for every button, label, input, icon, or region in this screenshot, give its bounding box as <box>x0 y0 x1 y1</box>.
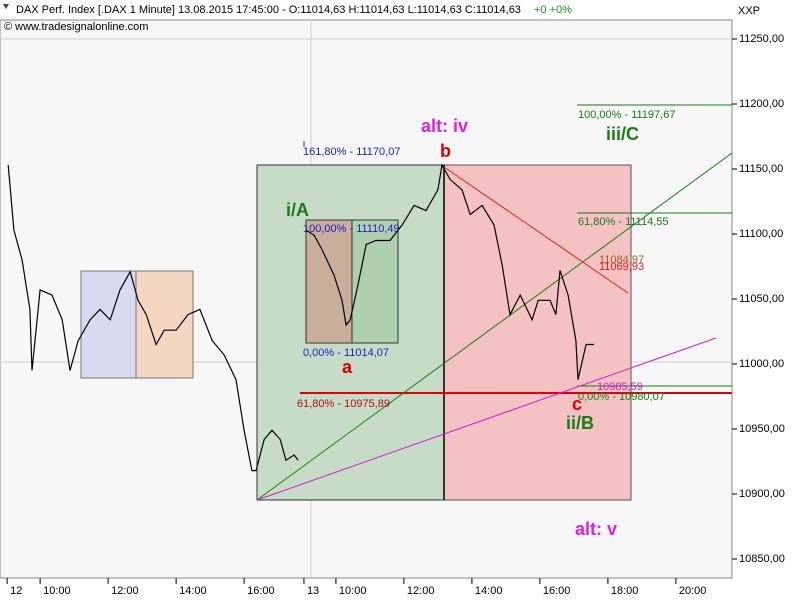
x-tick-label: 18:00 <box>611 585 639 597</box>
fib-label: 100,00% - 11110,49 <box>303 223 400 235</box>
range-box <box>135 270 194 379</box>
x-tick-label: 10:00 <box>43 585 71 597</box>
menu-icon[interactable] <box>3 4 9 9</box>
x-tick-label: 16:00 <box>247 585 275 597</box>
y-tick-label: 10900,00 <box>739 488 785 500</box>
wave-label: ii/B <box>566 413 594 433</box>
chart-subtitle: © www.tradesignalonline.com <box>4 21 148 33</box>
y-tick-label: 10850,00 <box>739 553 785 565</box>
trend-line <box>443 166 629 294</box>
trend-line <box>256 152 733 501</box>
fib-label: 61,80% - 10975,89 <box>297 398 390 410</box>
wave-label: alt: v <box>575 519 617 539</box>
y-tick-label: 11000,00 <box>739 358 784 370</box>
axis-label: XXP <box>738 5 760 17</box>
wave-label: i/A <box>286 200 309 220</box>
y-tick-label: 10950,00 <box>739 423 785 435</box>
y-tick-label: 11050,00 <box>739 293 784 305</box>
chart-title: DAX Perf. Index [.DAX 1 Minute] 13.08.20… <box>16 4 521 16</box>
fib-label: 10985,59 <box>597 381 643 393</box>
fib-label: 100,00% - 11197,67 <box>578 109 675 121</box>
y-tick-label: 11150,00 <box>739 163 783 175</box>
x-tick-label: 12:00 <box>111 585 139 597</box>
x-tick-label: 12:00 <box>407 585 435 597</box>
x-tick-label: 10:00 <box>339 585 367 597</box>
x-tick-label: 16:00 <box>543 585 571 597</box>
y-tick-label: 11250,00 <box>739 33 784 45</box>
price-line <box>7 163 594 472</box>
fib-label: 161,80% - 11170,07 <box>303 146 400 158</box>
wave-label: a <box>342 357 353 377</box>
fib-label: 61,80% - 11114,55 <box>578 216 669 228</box>
fib-label: 0,00% - 11014,07 <box>303 347 389 359</box>
wave-box <box>443 164 632 501</box>
wave-label: alt: iv <box>421 116 468 136</box>
wave-label: c <box>572 394 582 414</box>
wave-label: b <box>440 141 451 161</box>
fib-box <box>305 219 353 344</box>
x-tick-label: 12 <box>10 585 22 597</box>
x-tick-label: 14:00 <box>475 585 503 597</box>
fib-label: 11084,97 <box>599 254 644 266</box>
wave-label: iii/C <box>606 124 639 144</box>
price-change: +0 +0% <box>534 4 572 16</box>
fib-label: 11069,93 <box>599 261 644 273</box>
range-box <box>80 270 137 379</box>
x-tick-label: 20:00 <box>679 585 707 597</box>
fib-label: 0,00% - 10980,07 <box>578 391 665 403</box>
y-tick-label: 11200,00 <box>739 98 784 110</box>
y-tick-label: 11100,00 <box>739 228 783 240</box>
trend-line <box>256 337 717 501</box>
x-tick-label: 13 <box>307 585 319 597</box>
x-tick-label: 14:00 <box>179 585 207 597</box>
